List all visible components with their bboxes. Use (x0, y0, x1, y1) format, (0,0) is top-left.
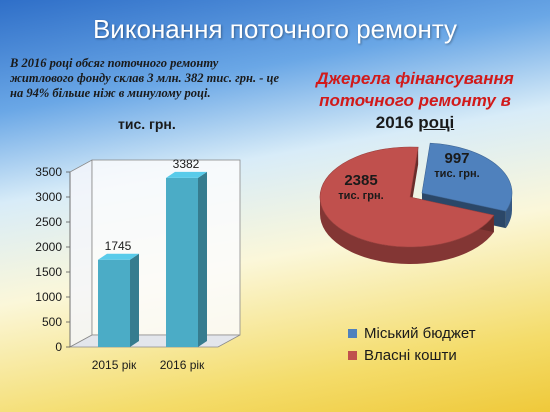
pie-label-city-budget: 997 тис. грн. (434, 150, 480, 181)
pie-unit-own-funds: тис. грн. (338, 190, 384, 202)
y-tick-label-1: 500 (42, 315, 62, 329)
pie-value-city-budget: 997 (444, 150, 470, 167)
bar-side-0 (130, 253, 139, 347)
pie-legend: Міський бюджет Власні кошти (348, 322, 476, 366)
bar-side-wall (69, 159, 93, 348)
legend-item-city-budget: Міський бюджет (348, 322, 476, 344)
pie-title-main: Джерела фінансування поточного ремонту в (316, 69, 514, 110)
y-tick-label-2: 1000 (35, 290, 62, 304)
y-tick-label-7: 3500 (35, 165, 62, 179)
pie-chart-title: Джерела фінансування поточного ремонту в… (304, 68, 526, 134)
bar-value-label-1: 3382 (173, 157, 200, 171)
pie-slice-1 (319, 146, 495, 248)
y-tick-label-5: 2500 (35, 215, 62, 229)
legend-swatch-city-budget (348, 328, 357, 338)
x-category-label-1: 2016 рік (160, 358, 205, 372)
pie-title-year: 2016 році (375, 113, 455, 132)
legend-item-own-funds: Власні кошти (348, 344, 476, 366)
bar-floor (69, 334, 241, 348)
y-tick-label-0: 0 (55, 340, 62, 354)
bar-front-0 (98, 259, 130, 347)
pie-slice-0 (421, 142, 513, 212)
pie-value-own-funds: 2385 (344, 172, 378, 189)
y-tick-label-6: 3000 (35, 190, 62, 204)
legend-label-city-budget: Міський бюджет (364, 324, 476, 342)
bar-side-1 (198, 171, 207, 347)
pie-slice-side-1-0 (320, 197, 494, 264)
pie-unit-city-budget: тис. грн. (434, 168, 480, 180)
pie-slice-side-0-0 (505, 193, 512, 229)
legend-label-own-funds: Власні кошти (364, 346, 457, 364)
legend-swatch-own-funds (348, 350, 357, 360)
pie-label-own-funds: 2385 тис. грн. (336, 172, 386, 203)
slide-title: Виконання поточного ремонту (92, 14, 458, 44)
bar-chart-title: тис. грн. (118, 116, 176, 132)
bar-top-1 (166, 171, 207, 178)
x-category-label-0: 2015 рік (92, 358, 137, 372)
bar-value-label-0: 1745 (105, 239, 132, 253)
bar-top-0 (98, 253, 139, 260)
intro-text: В 2016 році обсяг поточного ремонту житл… (10, 56, 279, 100)
bar-front-1 (166, 177, 198, 347)
y-tick-label-3: 1500 (35, 265, 62, 279)
y-tick-label-4: 2000 (35, 240, 62, 254)
